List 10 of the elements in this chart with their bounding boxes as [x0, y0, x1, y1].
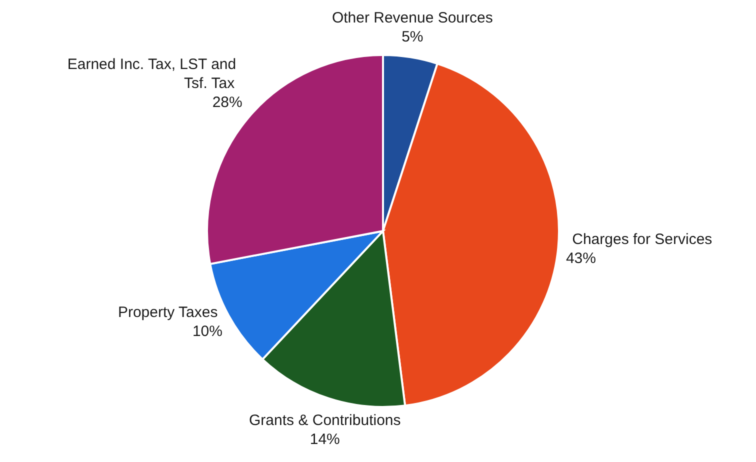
- slice-label: Other Revenue Sources: [332, 9, 493, 26]
- data-label: 10%: [192, 323, 222, 340]
- slice-label: Grants & Contributions: [249, 412, 401, 429]
- slice-label: Earned Inc. Tax, LST and Tsf. Tax: [67, 56, 236, 92]
- data-label: 14%: [310, 430, 340, 448]
- data-label: 28%: [212, 94, 242, 112]
- slice-label: Charges for Services: [572, 231, 712, 248]
- data-label: 43%: [566, 250, 596, 268]
- slice-label: Property Taxes: [118, 304, 218, 322]
- data-label: 5%: [402, 28, 424, 46]
